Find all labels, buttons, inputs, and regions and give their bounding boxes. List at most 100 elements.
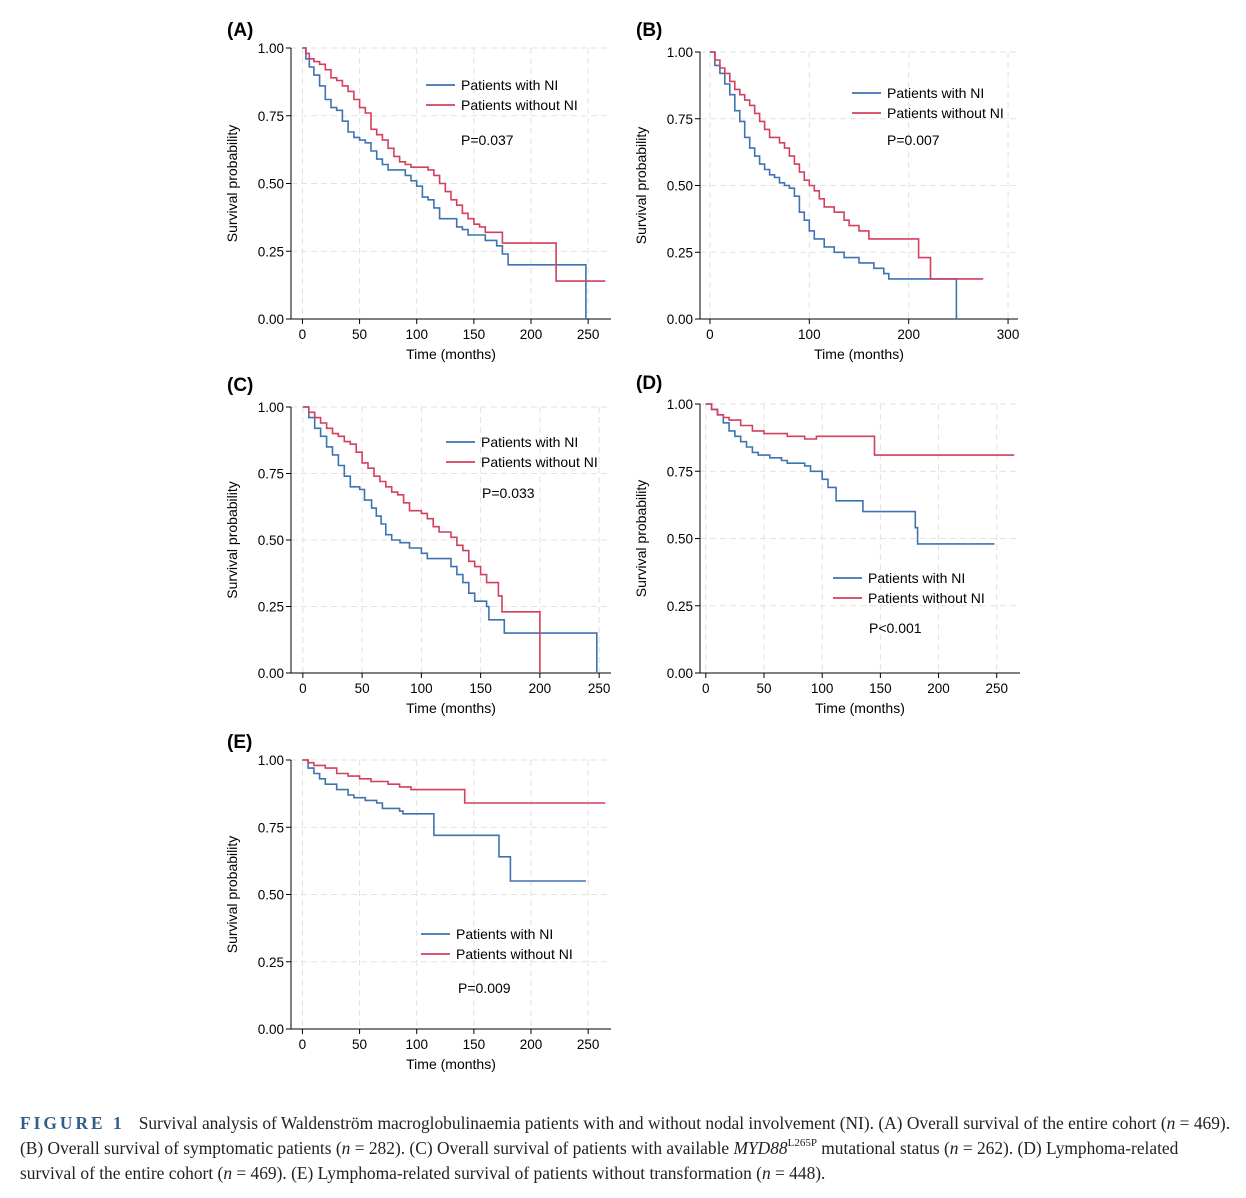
caption-mutation: L265P <box>787 1137 817 1150</box>
x-tick-label: 0 <box>299 327 307 342</box>
x-axis-title: Time (months) <box>406 700 496 716</box>
caption-label: FIGURE 1 <box>20 1113 125 1133</box>
p-value: P=0.007 <box>887 132 940 148</box>
caption-text-4: mutational status ( <box>816 1138 950 1158</box>
caption-n: n <box>341 1138 351 1158</box>
y-axis-title: Survival probability <box>224 836 240 954</box>
p-value: P=0.037 <box>461 132 514 148</box>
caption-text-1: Survival analysis of Waldenström macrogl… <box>138 1113 1167 1133</box>
y-tick-label: 0.00 <box>258 1022 284 1037</box>
x-tick-label: 50 <box>352 1037 367 1052</box>
x-tick-label: 250 <box>577 327 600 342</box>
y-tick-label: 1.00 <box>667 397 693 412</box>
y-tick-label: 0.50 <box>258 533 284 548</box>
figure-caption: FIGURE 1 Survival analysis of Waldenström… <box>20 1111 1232 1186</box>
x-tick-label: 0 <box>299 681 307 696</box>
y-tick-label: 0.50 <box>258 888 284 903</box>
panel-label: (C) <box>227 375 253 396</box>
y-tick-label: 0.00 <box>667 312 693 327</box>
x-axis-title: Time (months) <box>406 346 496 362</box>
chart-panel-4: 0.00 0.25 0.50 0.75 1.00 0 50 100 150 200 250 Time … <box>633 373 1020 716</box>
series-line-with-ni <box>302 47 587 319</box>
series-line-with-ni <box>709 51 958 319</box>
y-tick-label: 1.00 <box>667 45 693 60</box>
y-tick-label: 1.00 <box>258 41 284 56</box>
x-tick-label: 200 <box>529 681 552 696</box>
y-axis-title: Survival probability <box>633 480 649 598</box>
y-tick-label: 0.50 <box>667 179 693 194</box>
chart-panel-5: 0.00 0.25 0.50 0.75 1.00 0 50 100 150 200 250 Time … <box>224 732 611 1072</box>
y-tick-label: 0.00 <box>258 312 284 327</box>
panel-label: (A) <box>227 20 253 41</box>
y-tick-label: 0.50 <box>258 177 284 192</box>
y-axis-title: Survival probability <box>224 125 240 243</box>
legend-label: Patients without NI <box>481 454 598 470</box>
y-tick-label: 1.00 <box>258 400 284 415</box>
legend-label: Patients without NI <box>456 946 573 962</box>
x-tick-label: 200 <box>520 1037 543 1052</box>
y-tick-label: 0.75 <box>667 464 693 479</box>
chart-panel-3: 0.00 0.25 0.50 0.75 1.00 0 50 100 150 200 250 Time … <box>224 375 611 716</box>
y-tick-label: 0.00 <box>258 666 284 681</box>
series-line-with-ni <box>302 406 598 673</box>
x-tick-label: 200 <box>897 327 920 342</box>
caption-n: n <box>1166 1113 1176 1133</box>
figure-panels: 0.00 0.25 0.50 0.75 1.00 0 50 100 150 200 250 Time … <box>224 20 1020 1072</box>
x-tick-label: 100 <box>405 327 428 342</box>
chart-panel-1: 0.00 0.25 0.50 0.75 1.00 0 50 100 150 200 250 Time … <box>224 20 611 362</box>
y-tick-label: 0.75 <box>258 467 284 482</box>
x-tick-label: 150 <box>463 1037 486 1052</box>
y-tick-label: 0.00 <box>667 666 693 681</box>
x-tick-label: 100 <box>798 327 821 342</box>
caption-text-5: = 262). (D) Lymphoma-related survival of… <box>20 1138 1179 1183</box>
x-tick-label: 250 <box>985 681 1008 696</box>
x-tick-label: 150 <box>463 327 486 342</box>
y-tick-label: 0.50 <box>667 532 693 547</box>
legend-label: Patients with NI <box>481 434 578 450</box>
chart-panel-2: 0.00 0.25 0.50 0.75 1.00 0 100 200 300 Time (mont… <box>633 20 1019 362</box>
y-tick-label: 1.00 <box>258 753 284 768</box>
x-axis-title: Time (months) <box>814 346 904 362</box>
x-tick-label: 250 <box>577 1037 600 1052</box>
x-tick-label: 100 <box>405 1037 428 1052</box>
caption-text-3: = 282). (C) Overall survival of patients… <box>350 1138 734 1158</box>
x-axis-title: Time (months) <box>406 1056 496 1072</box>
legend-label: Patients without NI <box>887 105 1004 121</box>
series-line-without-ni <box>302 759 606 804</box>
x-tick-label: 100 <box>410 681 433 696</box>
y-tick-label: 0.25 <box>667 245 693 260</box>
series-line-without-ni <box>302 406 541 673</box>
x-tick-label: 50 <box>355 681 370 696</box>
series-line-without-ni <box>302 47 606 282</box>
legend-label: Patients with NI <box>461 77 558 93</box>
caption-n: n <box>949 1138 959 1158</box>
y-tick-label: 0.25 <box>667 599 693 614</box>
series-line-without-ni <box>709 51 984 280</box>
x-tick-label: 300 <box>997 327 1020 342</box>
x-tick-label: 50 <box>756 681 771 696</box>
y-tick-label: 0.75 <box>667 112 693 127</box>
x-tick-label: 150 <box>869 681 892 696</box>
y-tick-label: 0.25 <box>258 244 284 259</box>
x-tick-label: 50 <box>352 327 367 342</box>
legend-label: Patients with NI <box>887 85 984 101</box>
series-line-with-ni <box>302 759 586 882</box>
y-axis-title: Survival probability <box>633 127 649 245</box>
x-tick-label: 0 <box>702 681 710 696</box>
caption-text-7: = 448). <box>770 1163 826 1183</box>
caption-gene: MYD88 <box>733 1138 788 1158</box>
x-tick-label: 0 <box>706 327 714 342</box>
y-tick-label: 0.75 <box>258 820 284 835</box>
caption-n: n <box>761 1163 771 1183</box>
legend-label: Patients with NI <box>868 570 965 586</box>
y-tick-label: 0.25 <box>258 955 284 970</box>
series-line-with-ni <box>705 403 995 545</box>
x-tick-label: 150 <box>469 681 492 696</box>
p-value: P=0.009 <box>458 980 511 996</box>
legend-label: Patients without NI <box>868 590 985 606</box>
y-axis-title: Survival probability <box>224 481 240 599</box>
x-tick-label: 200 <box>520 327 543 342</box>
p-value: P=0.033 <box>482 485 535 501</box>
y-tick-label: 0.75 <box>258 109 284 124</box>
legend-label: Patients with NI <box>456 926 553 942</box>
